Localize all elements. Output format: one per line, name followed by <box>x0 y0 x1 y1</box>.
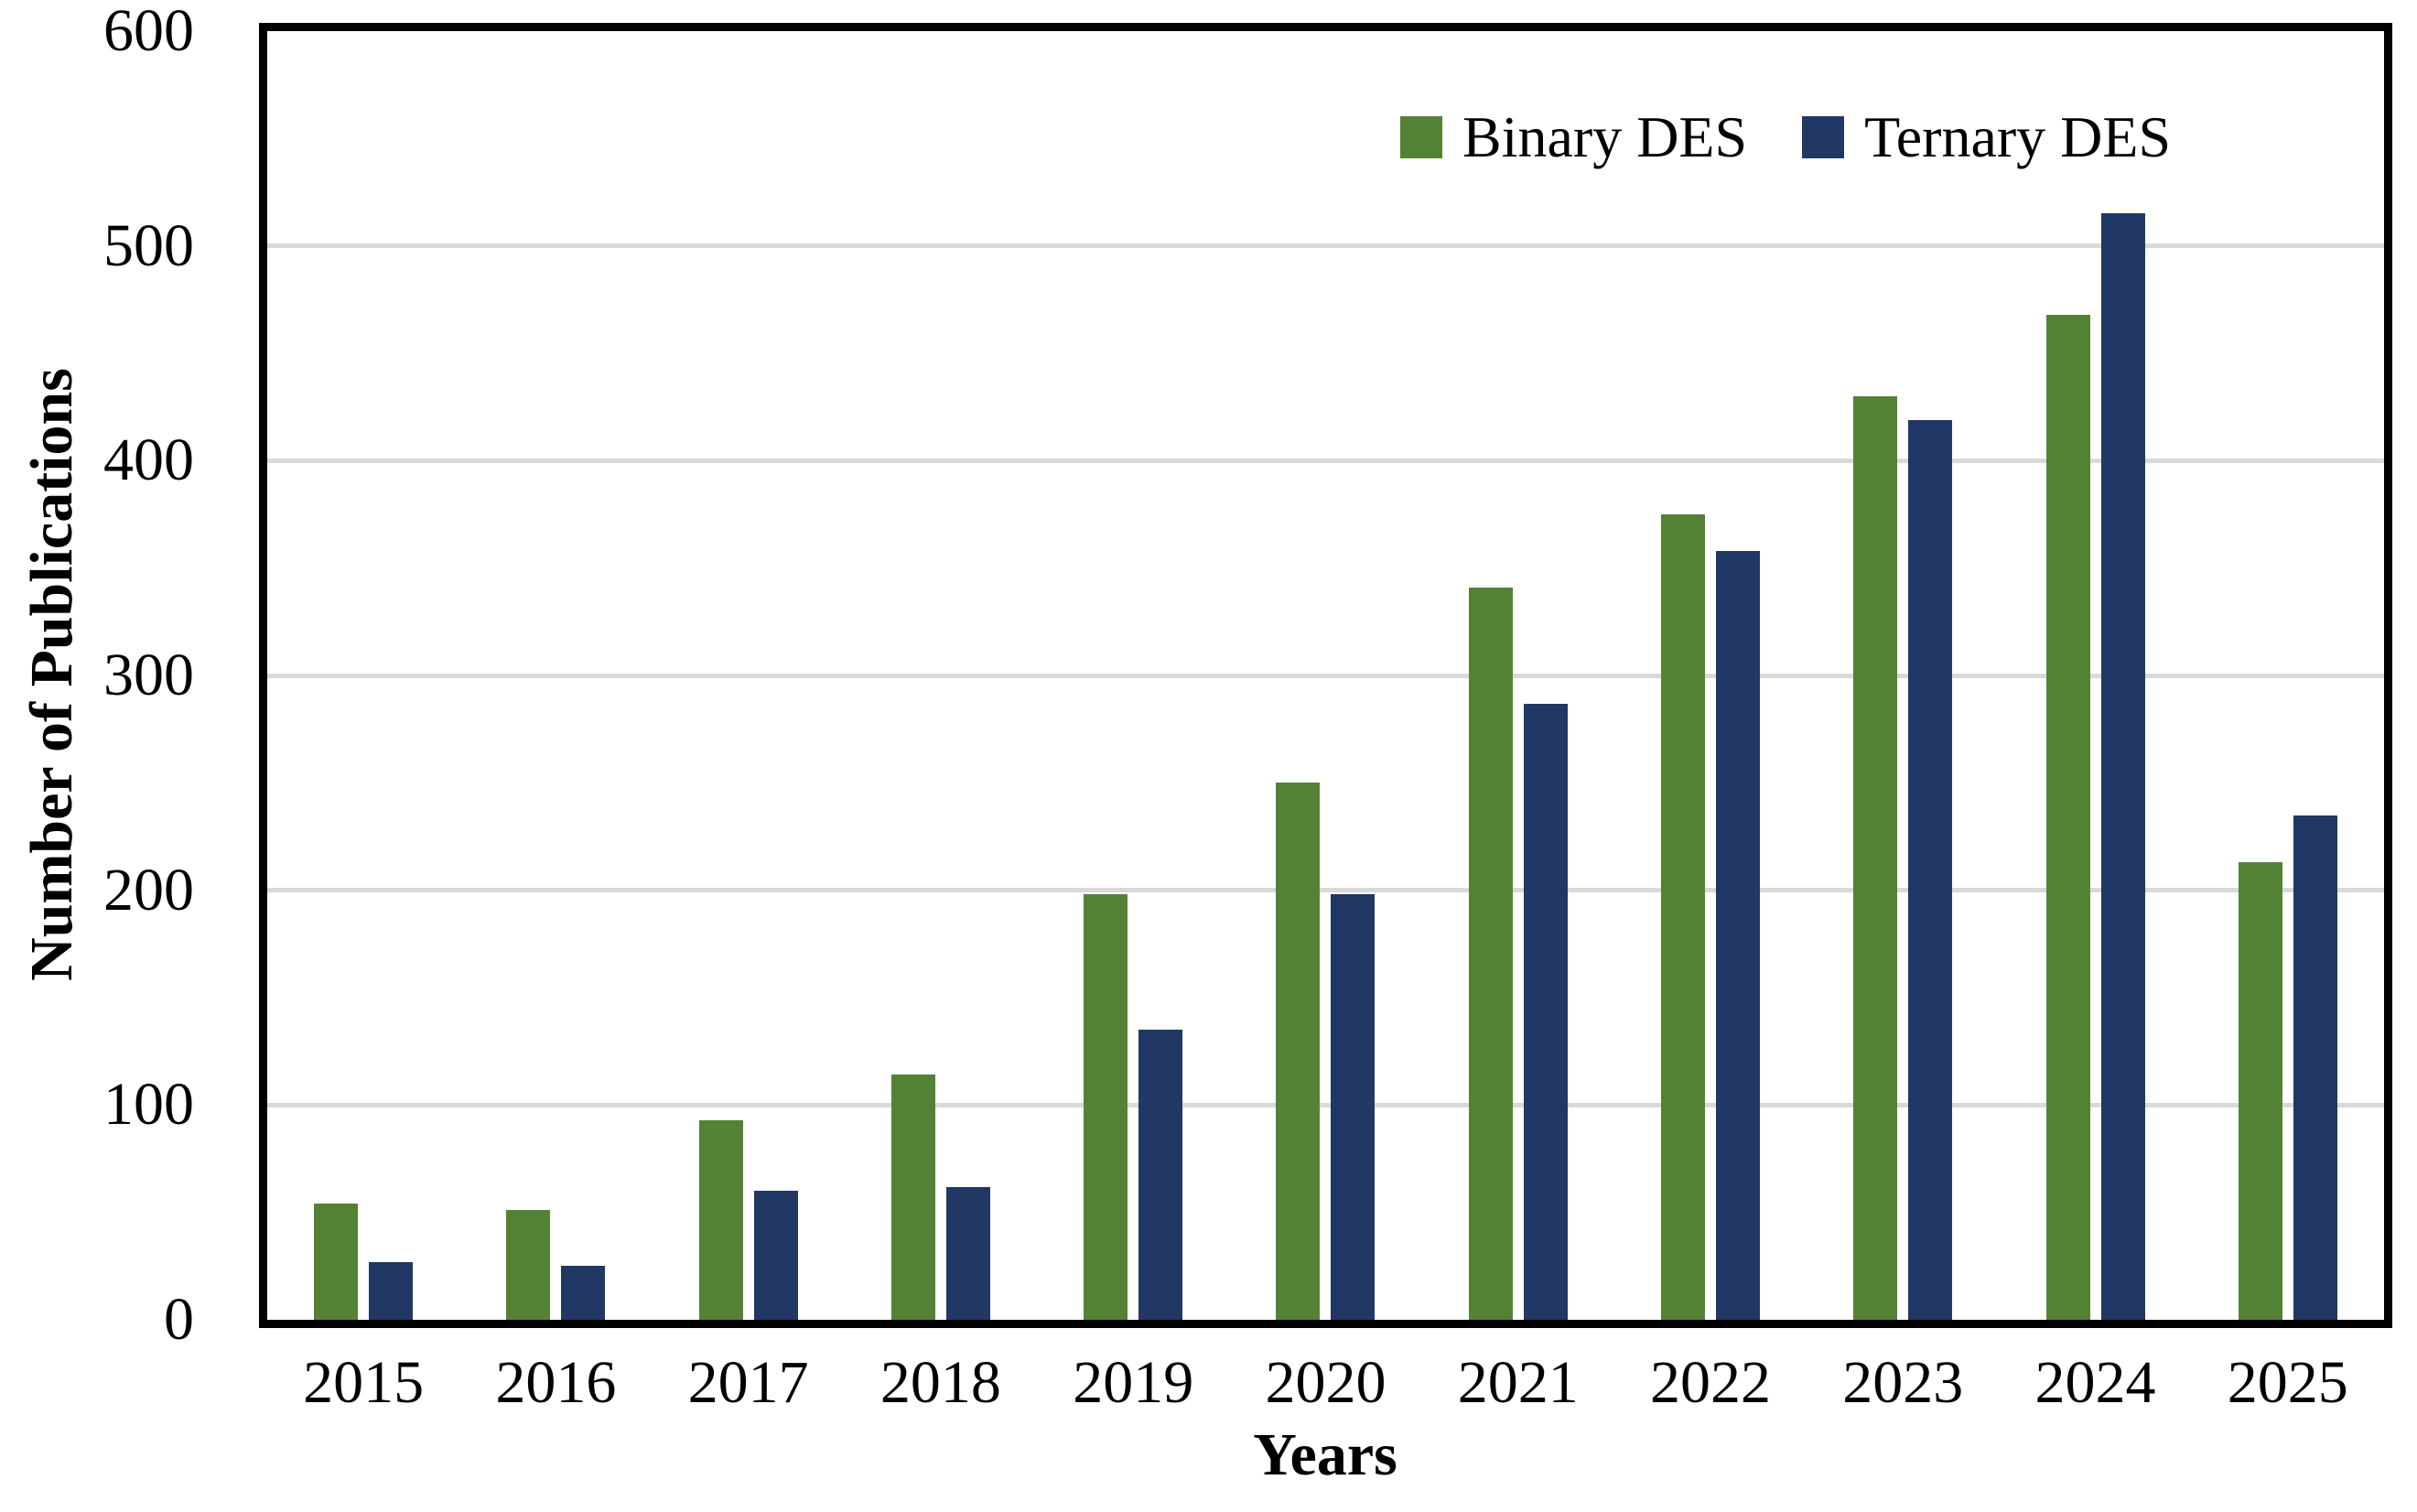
bar-binary-des-2023 <box>1853 395 1898 1320</box>
x-tick-2021: 2021 <box>1457 1349 1579 1416</box>
x-tick-2019: 2019 <box>1073 1349 1194 1416</box>
gridline-300 <box>267 673 2384 678</box>
legend-swatch-ternary-des <box>1802 116 1845 158</box>
x-axis-ticks: 2015 2016 2017 2018 2019 2020 2021 2022 2023 2024… <box>267 1353 2384 1413</box>
bar-ternary-des-2017 <box>753 1191 798 1320</box>
bar-group-2018 <box>890 31 990 1320</box>
y-axis-ticks: 0 100 200 300 400 500 600 <box>0 1 194 1350</box>
y-tick-100: 100 <box>103 1071 194 1139</box>
bar-ternary-des-2015 <box>369 1261 414 1320</box>
bar-group-2021 <box>1468 31 1568 1320</box>
bar-binary-des-2015 <box>314 1204 359 1320</box>
gridline-100 <box>267 1102 2384 1107</box>
y-tick-500: 500 <box>103 211 194 279</box>
x-tick-2024: 2024 <box>2034 1349 2156 1416</box>
bar-ternary-des-2021 <box>1523 703 1568 1320</box>
bar-ternary-des-2024 <box>2100 213 2145 1320</box>
plot-area: Binary DES Ternary DES <box>259 23 2392 1328</box>
bars-layer <box>267 31 2384 1320</box>
y-tick-300: 300 <box>103 642 194 708</box>
bar-ternary-des-2022 <box>1715 550 1760 1320</box>
y-tick-0: 0 <box>164 1286 194 1353</box>
bar-binary-des-2022 <box>1660 514 1705 1320</box>
legend-item-ternary-des: Ternary DES <box>1802 108 2171 167</box>
bar-binary-des-2019 <box>1084 894 1128 1320</box>
bar-group-2024 <box>2045 31 2145 1320</box>
bar-binary-des-2018 <box>890 1075 935 1320</box>
bar-group-2017 <box>698 31 798 1320</box>
x-tick-2023: 2023 <box>1842 1349 1964 1416</box>
x-tick-2017: 2017 <box>687 1349 809 1416</box>
bar-group-2016 <box>506 31 606 1320</box>
x-axis-title: Years <box>1253 1421 1397 1488</box>
gridline-500 <box>267 243 2384 249</box>
bar-group-2015 <box>314 31 414 1320</box>
x-tick-2025: 2025 <box>2227 1349 2348 1416</box>
bar-ternary-des-2020 <box>1331 894 1376 1320</box>
x-tick-2018: 2018 <box>879 1349 1001 1416</box>
bar-group-2020 <box>1276 31 1376 1320</box>
legend-label-ternary-des: Ternary DES <box>1864 104 2172 169</box>
bar-group-2022 <box>1660 31 1760 1320</box>
bar-ternary-des-2019 <box>1138 1030 1183 1320</box>
y-tick-400: 400 <box>103 427 194 494</box>
legend-label-binary-des: Binary DES <box>1462 104 1748 169</box>
bar-binary-des-2016 <box>506 1210 551 1320</box>
gridline-400 <box>267 458 2384 463</box>
bar-binary-des-2017 <box>698 1119 743 1320</box>
bar-ternary-des-2016 <box>561 1266 606 1320</box>
bar-group-2019 <box>1084 31 1183 1320</box>
legend: Binary DES Ternary DES <box>1400 108 2171 167</box>
gridline-200 <box>267 888 2384 893</box>
bar-ternary-des-2023 <box>1908 419 1953 1320</box>
y-tick-200: 200 <box>103 856 194 923</box>
x-tick-2022: 2022 <box>1649 1349 1771 1416</box>
x-tick-2015: 2015 <box>303 1349 425 1416</box>
bar-binary-des-2024 <box>2045 314 2090 1320</box>
x-tick-2016: 2016 <box>495 1349 617 1416</box>
legend-swatch-binary-des <box>1400 116 1442 158</box>
gridlines-layer <box>267 31 2384 1320</box>
bar-ternary-des-2018 <box>945 1186 990 1320</box>
bar-binary-des-2021 <box>1468 587 1513 1320</box>
bar-ternary-des-2025 <box>2293 815 2337 1320</box>
legend-item-binary-des: Binary DES <box>1400 108 1747 167</box>
bar-binary-des-2025 <box>2238 862 2282 1320</box>
bar-group-2025 <box>2238 31 2337 1320</box>
bar-binary-des-2020 <box>1276 783 1321 1320</box>
x-tick-2020: 2020 <box>1265 1349 1387 1416</box>
bar-group-2023 <box>1853 31 1953 1320</box>
y-tick-600: 600 <box>103 0 194 64</box>
